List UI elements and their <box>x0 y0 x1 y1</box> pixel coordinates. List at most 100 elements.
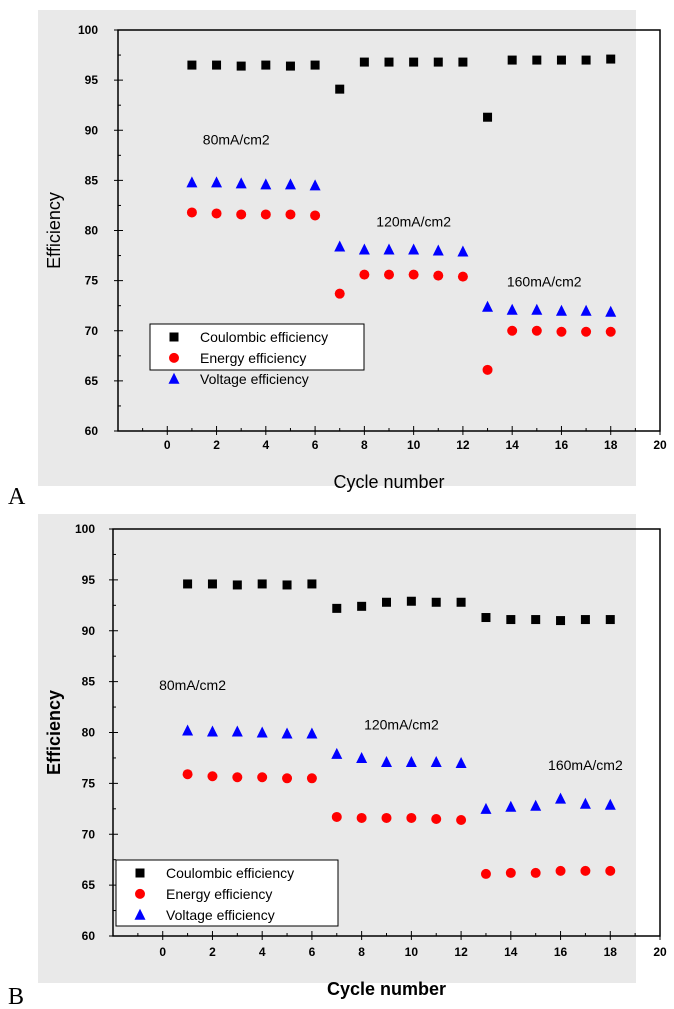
panel-a-ytick-label: 80 <box>85 224 99 238</box>
panel-b-xtick-label: 18 <box>604 945 618 959</box>
panel-b-point-coulombic-efficiency <box>332 603 342 613</box>
panel-a-point-coulombic-efficiency <box>359 57 369 67</box>
panel-b-point-voltage-efficiency <box>455 757 467 769</box>
panel-b-point-voltage-efficiency <box>555 792 567 804</box>
panel-b-point-coulombic-efficiency <box>382 597 391 607</box>
panel-b-point-coulombic-efficiency <box>232 580 242 590</box>
panel-b-point-energy-efficiency <box>182 769 193 780</box>
panel-b-ytick-label: 60 <box>82 929 96 943</box>
panel-b-ytick-label: 100 <box>75 522 95 536</box>
panel-a-point-voltage-efficiency <box>457 245 469 257</box>
panel-a-annotation: 120mA/cm2 <box>376 213 451 229</box>
panel-a-annotation: 160mA/cm2 <box>507 274 582 290</box>
panel-b-point-coulombic-efficiency <box>406 596 416 606</box>
panel-a-ytick-label: 95 <box>85 73 99 87</box>
panel-a-point-coulombic-efficiency <box>433 57 443 67</box>
panel-b-xtick-label: 14 <box>504 945 518 959</box>
panel-a-point-voltage-efficiency <box>605 305 617 317</box>
panel-a-point-energy-efficiency <box>211 208 222 219</box>
panel-a-point-voltage-efficiency <box>383 243 395 255</box>
panel-b-point-energy-efficiency <box>257 772 268 783</box>
panel-a-point-coulombic-efficiency <box>532 55 542 65</box>
panel-a-point-voltage-efficiency <box>211 176 223 188</box>
panel-a-point-energy-efficiency <box>605 326 616 337</box>
panel-b: 60 65 70 75 80 85 90 95 100 0 2 4 6 8 10 12 14 16 18 20 Cycl… <box>8 514 667 1009</box>
panel-a-legend-label: Coulombic efficiency <box>200 329 328 345</box>
panel-b-xtick-label: 16 <box>554 945 568 959</box>
panel-b-point-coulombic-efficiency <box>257 579 267 589</box>
panel-a-point-energy-efficiency <box>236 209 247 220</box>
panel-b-point-energy-efficiency <box>232 772 243 783</box>
panel-b-point-voltage-efficiency <box>480 802 492 814</box>
panel-b-y-axis-label: Efficiency <box>44 690 64 775</box>
panel-a-xtick-label: 10 <box>407 438 421 452</box>
panel-a-point-voltage-efficiency <box>309 179 321 191</box>
panel-b-annotation: 160mA/cm2 <box>548 757 623 773</box>
panel-a-point-coulombic-efficiency <box>261 60 271 70</box>
panel-b-point-energy-efficiency <box>381 812 392 823</box>
panel-a-x-axis-label: Cycle number <box>333 472 444 492</box>
panel-a-xtick-label: 12 <box>456 438 470 452</box>
panel-a-legend-marker <box>169 332 179 342</box>
panel-a-point-coulombic-efficiency <box>212 60 222 70</box>
panel-a-point-coulombic-efficiency <box>556 55 566 65</box>
panel-a-point-voltage-efficiency <box>580 304 592 316</box>
panel-b-point-voltage-efficiency <box>430 756 442 768</box>
panel-a-ytick-label: 90 <box>85 123 99 137</box>
panel-a-legend-marker <box>168 372 180 384</box>
panel-b-point-voltage-efficiency <box>579 797 591 809</box>
panel-a-ytick-label: 60 <box>85 424 99 438</box>
panel-a-point-voltage-efficiency <box>284 178 296 190</box>
panel-a-point-voltage-efficiency <box>186 176 198 188</box>
panel-b-xtick-label: 12 <box>454 945 468 959</box>
panel-b-xtick-label: 8 <box>358 945 365 959</box>
panel-a-point-coulombic-efficiency <box>187 60 197 70</box>
panel-a-xtick-label: 2 <box>213 438 220 452</box>
panel-a-point-voltage-efficiency <box>506 303 518 315</box>
panel-b-ytick-label: 90 <box>82 624 96 638</box>
panel-b-point-energy-efficiency <box>331 811 342 822</box>
panel-a-point-coulombic-efficiency <box>285 61 295 71</box>
panel-a-point-energy-efficiency <box>285 209 296 220</box>
panel-b-annotation: 120mA/cm2 <box>364 716 439 732</box>
panel-b-point-energy-efficiency <box>505 867 516 878</box>
panel-a: 60 65 70 75 80 85 90 95 100 0 2 4 6 8 10 12 14 16 18 20 Cycl… <box>8 10 667 510</box>
panel-b-ytick-label: 80 <box>82 726 96 740</box>
panel-b-point-energy-efficiency <box>431 813 442 824</box>
panel-b-x-axis-label: Cycle number <box>327 979 446 999</box>
panel-b-legend-label: Energy efficiency <box>166 886 272 902</box>
panel-a-ytick-label: 75 <box>85 274 99 288</box>
panel-a-point-energy-efficiency <box>433 270 444 281</box>
panel-b-point-coulombic-efficiency <box>207 579 217 589</box>
panel-a-xtick-label: 0 <box>164 438 171 452</box>
panel-b-annotation: 80mA/cm2 <box>159 677 226 693</box>
panel-b-xtick-label: 6 <box>309 945 316 959</box>
panel-a-annotation: 80mA/cm2 <box>203 131 270 147</box>
panel-b-legend-box <box>115 859 339 927</box>
panel-b-point-coulombic-efficiency <box>183 579 193 589</box>
panel-a-ytick-label: 85 <box>85 173 99 187</box>
panel-a-point-voltage-efficiency <box>408 243 420 255</box>
panel-b-legend-marker <box>135 888 145 899</box>
panel-b-point-energy-efficiency <box>530 867 541 878</box>
panel-a-point-voltage-efficiency <box>482 300 494 312</box>
panel-b-point-coulombic-efficiency <box>580 615 590 625</box>
panel-a-point-energy-efficiency <box>384 269 394 280</box>
panel-b-point-voltage-efficiency <box>604 798 616 810</box>
panel-a-legend-label: Energy efficiency <box>200 350 306 366</box>
panel-a-point-energy-efficiency <box>186 207 197 218</box>
panel-a-point-energy-efficiency <box>457 271 468 282</box>
panel-b-ytick-label: 65 <box>82 878 96 892</box>
panel-a-point-voltage-efficiency <box>235 177 247 189</box>
panel-a-point-energy-efficiency <box>310 210 321 221</box>
panel-b-ytick-label: 70 <box>82 827 96 841</box>
panel-b-point-coulombic-efficiency <box>531 615 541 625</box>
panel-a-xtick-label: 8 <box>361 438 368 452</box>
panel-a-legend-label: Voltage efficiency <box>200 371 309 387</box>
panel-b-point-coulombic-efficiency <box>506 615 516 625</box>
panel-a-point-energy-efficiency <box>359 269 370 280</box>
panel-a-ytick-label: 65 <box>85 374 99 388</box>
panel-b-point-voltage-efficiency <box>281 727 293 739</box>
panel-a-y-axis-label: Efficiency <box>44 192 64 269</box>
